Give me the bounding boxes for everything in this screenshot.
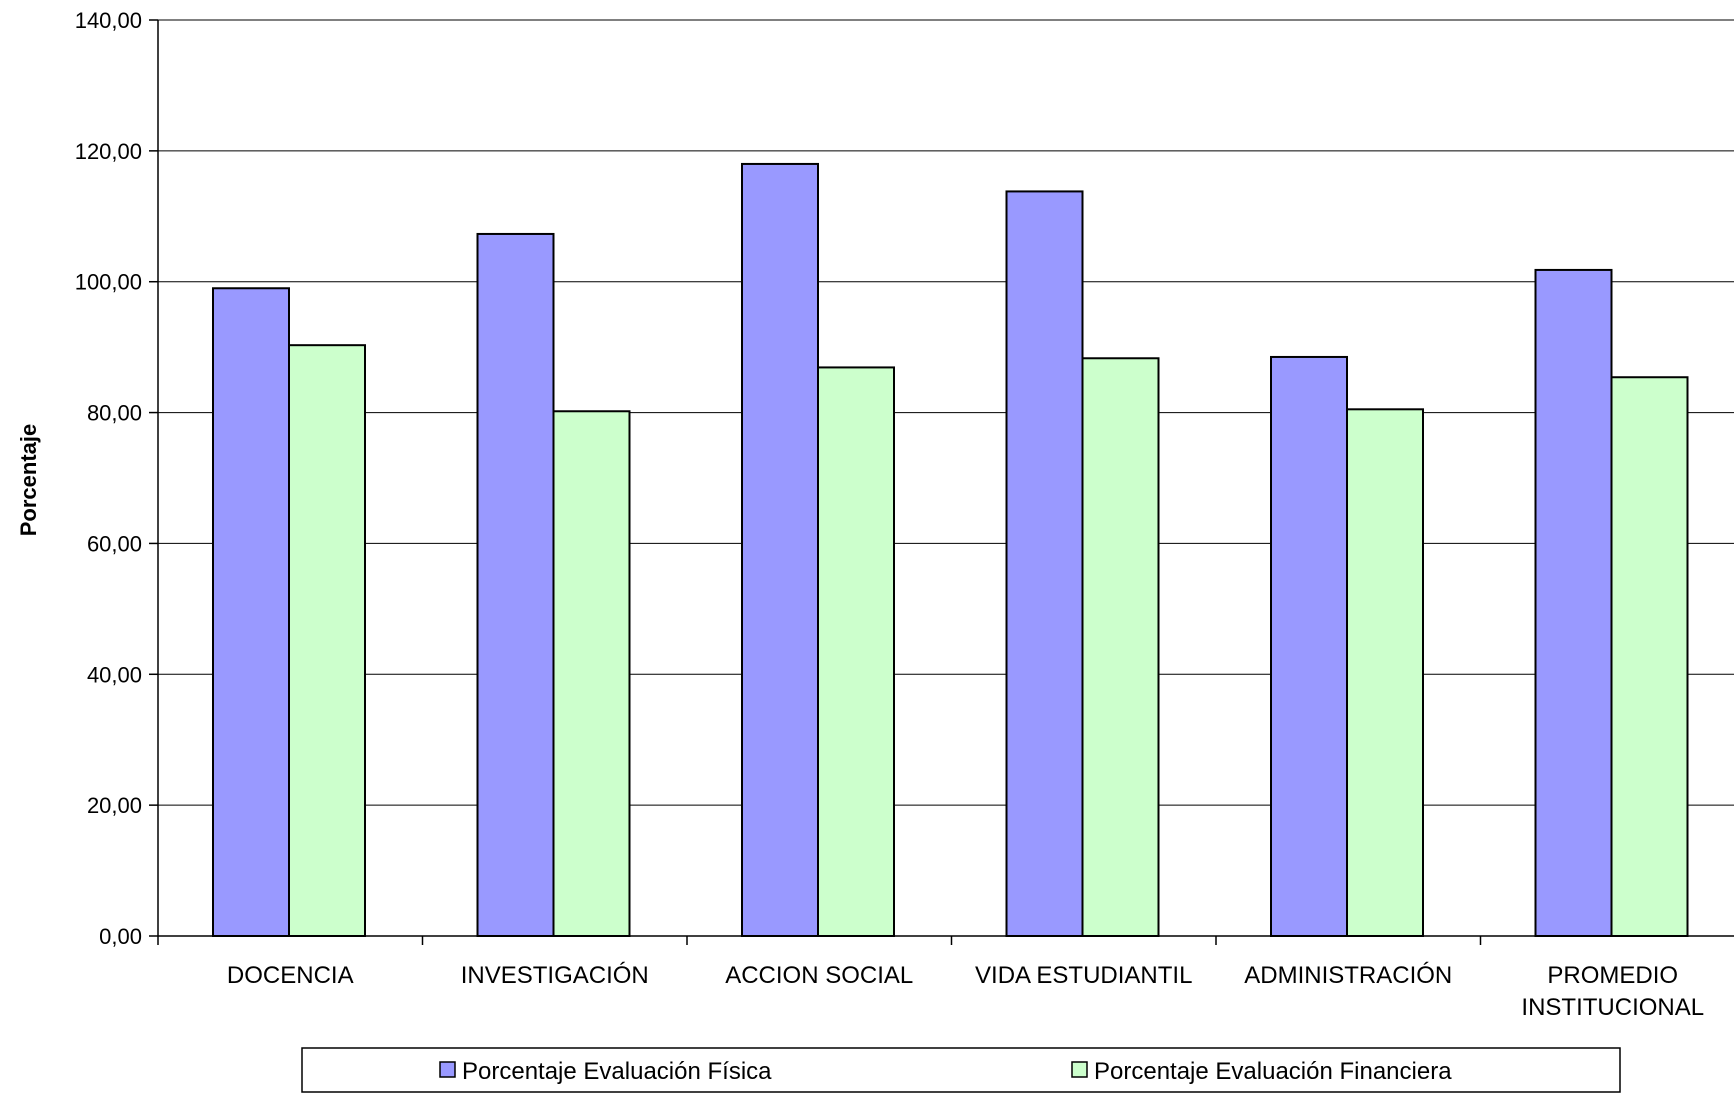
y-tick-label: 0,00: [99, 924, 142, 949]
bar: [817, 366, 895, 937]
bar: [1346, 408, 1424, 937]
x-tick-label: DOCENCIA: [227, 962, 354, 989]
bar: [476, 232, 555, 938]
legend: Porcentaje Evaluación Física Porcentaje E…: [301, 1047, 1621, 1093]
bar: [288, 344, 366, 937]
axes: [149, 19, 1734, 945]
x-tick-label: PROMEDIO: [1547, 962, 1678, 989]
x-tick-label: VIDA ESTUDIANTIL: [975, 962, 1192, 989]
y-tick-label: 60,00: [87, 531, 142, 556]
bar: [1005, 190, 1084, 937]
y-tick-label: 20,00: [87, 793, 142, 818]
x-tick-label: INVESTIGACIÓN: [461, 962, 649, 989]
bar: [1534, 268, 1613, 937]
legend-label: Porcentaje Evaluación Física: [462, 1058, 772, 1085]
bar: [1081, 357, 1160, 938]
x-tick-label: ACCION SOCIAL: [725, 962, 913, 989]
bar: [1610, 376, 1689, 937]
y-tick-label: 140,00: [75, 8, 142, 33]
x-tick-label: ADMINISTRACIÓN: [1244, 962, 1452, 989]
bar: [741, 162, 819, 937]
legend-box: [301, 1047, 1621, 1093]
y-tick-label: 100,00: [75, 270, 142, 295]
y-tick-label: 120,00: [75, 139, 142, 164]
y-tick-label: 40,00: [87, 662, 142, 687]
bar: [552, 410, 631, 937]
y-tick-label: 80,00: [87, 401, 142, 426]
y-axis-title: Porcentaje: [16, 424, 41, 537]
bar: [1270, 355, 1348, 937]
gridlines: [158, 19, 1734, 806]
legend-swatch: [439, 1061, 456, 1078]
bars: [212, 162, 1689, 938]
legend-label: Porcentaje Evaluación Financiera: [1094, 1058, 1452, 1085]
x-tick-label: INSTITUCIONAL: [1521, 994, 1704, 1021]
axis-labels: 0,00 20,00 40,00 60,00 80,00 100,00 120,00 140,…: [75, 8, 1704, 1021]
bar: [212, 287, 290, 937]
legend-swatch: [1071, 1061, 1088, 1078]
